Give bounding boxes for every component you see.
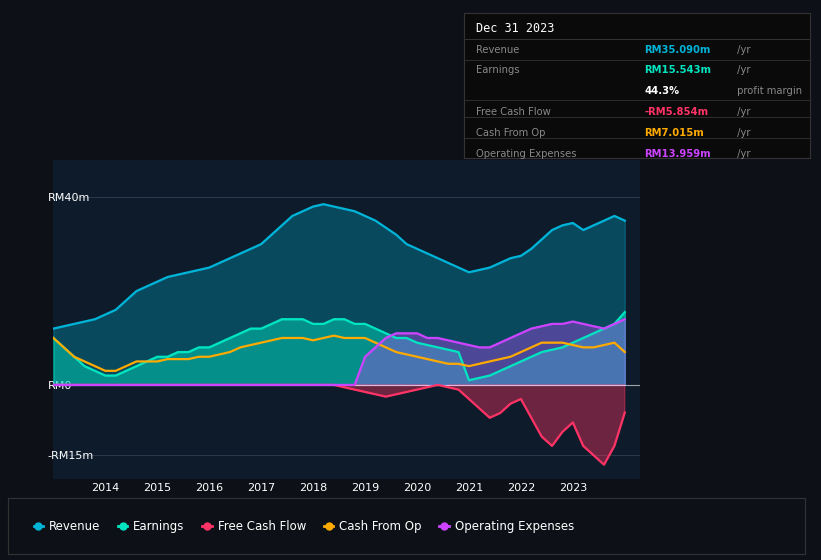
Text: /yr: /yr — [734, 106, 750, 116]
Text: RM7.015m: RM7.015m — [644, 128, 704, 138]
Text: Cash From Op: Cash From Op — [476, 128, 545, 138]
Text: Earnings: Earnings — [476, 66, 520, 76]
Text: /yr: /yr — [734, 45, 750, 55]
Text: RM13.959m: RM13.959m — [644, 150, 711, 159]
Text: /yr: /yr — [734, 128, 750, 138]
Text: Free Cash Flow: Free Cash Flow — [476, 106, 551, 116]
Text: /yr: /yr — [734, 150, 750, 159]
Text: /yr: /yr — [734, 66, 750, 76]
Legend: Revenue, Earnings, Free Cash Flow, Cash From Op, Operating Expenses: Revenue, Earnings, Free Cash Flow, Cash … — [30, 516, 577, 536]
Text: Dec 31 2023: Dec 31 2023 — [476, 22, 554, 35]
Text: Revenue: Revenue — [476, 45, 520, 55]
Text: 44.3%: 44.3% — [644, 86, 679, 96]
Text: -RM5.854m: -RM5.854m — [644, 106, 709, 116]
Text: RM35.090m: RM35.090m — [644, 45, 710, 55]
Text: profit margin: profit margin — [734, 86, 802, 96]
Text: RM15.543m: RM15.543m — [644, 66, 711, 76]
Text: Operating Expenses: Operating Expenses — [476, 150, 576, 159]
